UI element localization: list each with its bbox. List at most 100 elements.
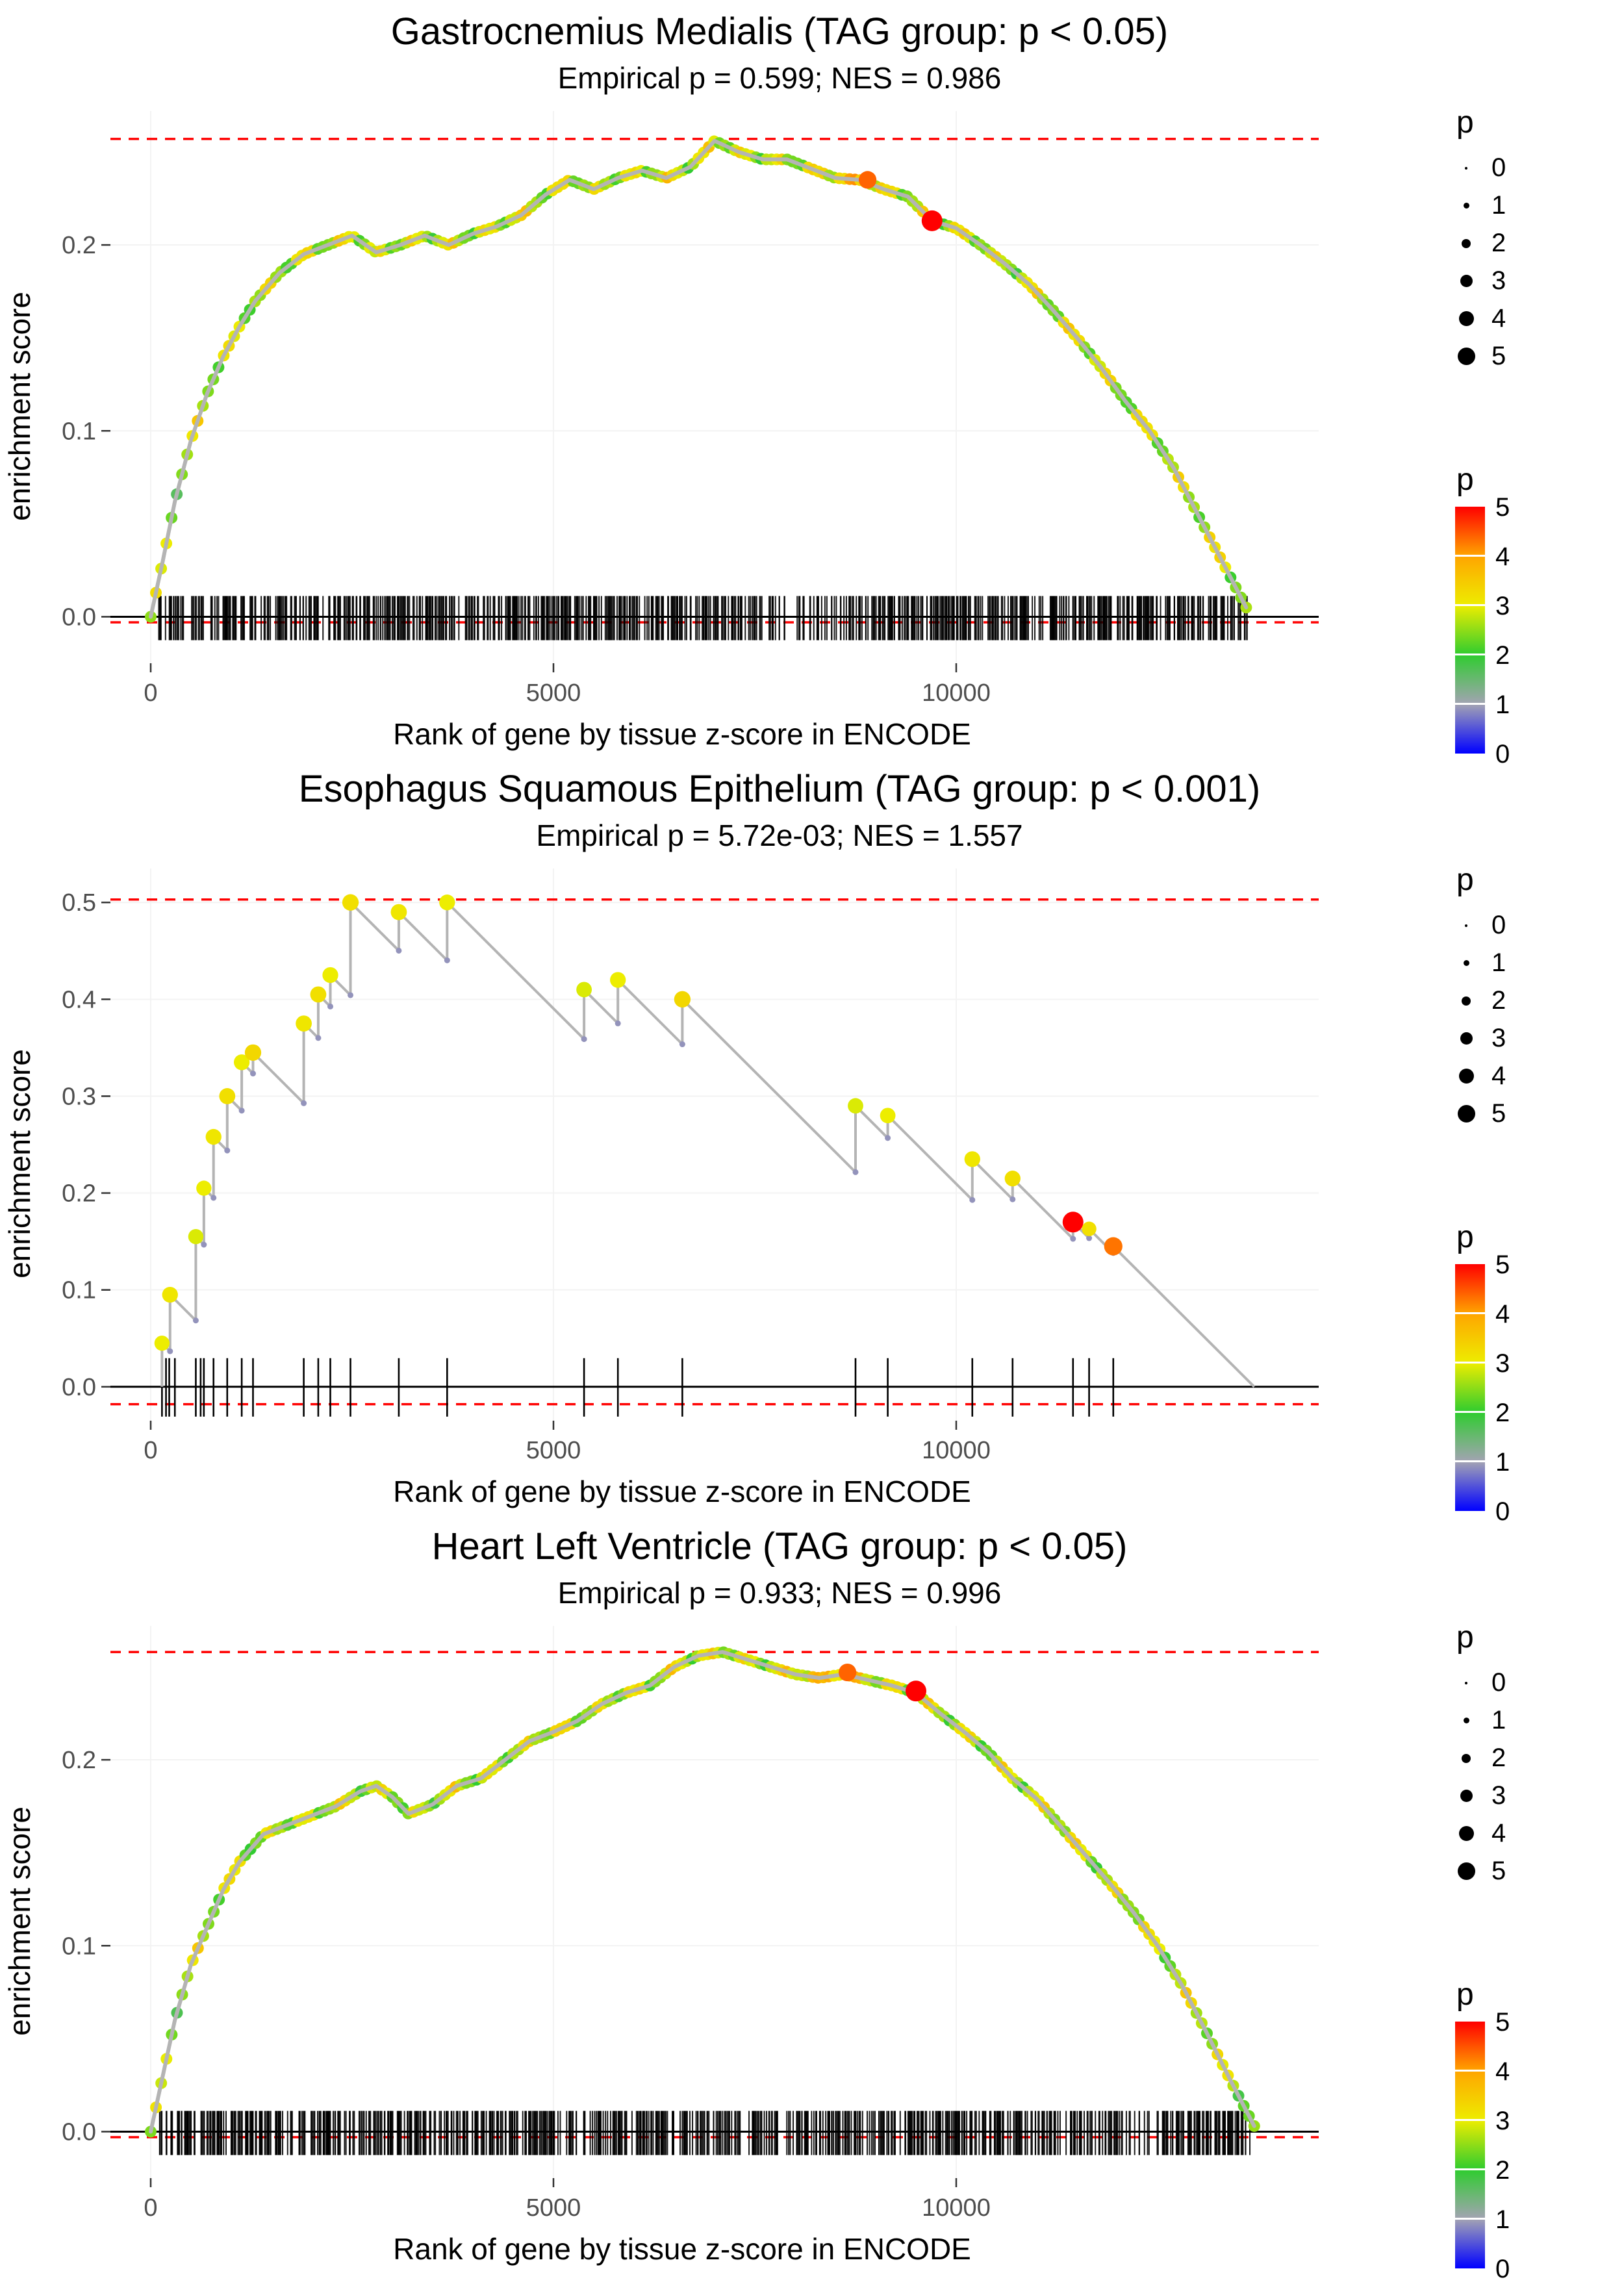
- colorbar-tick: [1455, 2218, 1485, 2220]
- panel-subtitle: Empirical p = 5.72e-03; NES = 1.557: [536, 818, 1023, 852]
- size-legend-item: 4: [1455, 1815, 1506, 1853]
- panel-esophagus-squamous-epithelium: Esophagus Squamous Epithelium (TAG group…: [0, 757, 1624, 1526]
- colorbar-tick: [1455, 703, 1485, 705]
- y-axis-title: enrichment score: [3, 1807, 36, 2037]
- gridlines: [110, 110, 1319, 663]
- svg-text:0.3: 0.3: [62, 1083, 96, 1110]
- svg-text:0.1: 0.1: [62, 1933, 96, 1960]
- svg-text:0.0: 0.0: [62, 603, 96, 631]
- colorbar-tick: [1455, 1362, 1485, 1364]
- svg-text:0.1: 0.1: [62, 1276, 96, 1304]
- dashed-threshold-lines: [110, 137, 1319, 624]
- size-legend-dot-icon: [1463, 203, 1469, 209]
- size-legend-dot-icon: [1462, 996, 1471, 1006]
- size-legend-title: p: [1456, 1619, 1474, 1655]
- size-legend-item: 2: [1455, 982, 1506, 1020]
- size-legend-title: p: [1456, 105, 1474, 140]
- colorbar-label: 5: [1495, 2007, 1510, 2037]
- gene-rug: [158, 596, 1248, 641]
- size-legend-item: 5: [1455, 1853, 1506, 1890]
- colorbar-gradient: [1455, 506, 1485, 754]
- size-legend-title: p: [1456, 862, 1474, 897]
- colorbar-tick: [1455, 2119, 1485, 2122]
- svg-text:0.4: 0.4: [62, 986, 96, 1013]
- dashed-threshold-lines: [110, 898, 1319, 1406]
- x-axis-title: Rank of gene by tissue z-score in ENCODE: [393, 717, 971, 751]
- size-legend-label: 4: [1491, 304, 1506, 333]
- size-legend-label: 2: [1491, 1744, 1506, 1773]
- size-legend-label: 5: [1491, 1857, 1506, 1886]
- colorbar-label: 0: [1495, 739, 1510, 768]
- size-legend-item: 2: [1455, 1740, 1506, 1777]
- enrichment-curve: [145, 1646, 1260, 2138]
- size-legend-dot-icon: [1463, 1718, 1469, 1724]
- panel-gastrocnemius-medialis: Gastrocnemius Medialis (TAG group: p < 0…: [0, 0, 1624, 768]
- colorbar-tick: [1455, 653, 1485, 656]
- svg-text:5000: 5000: [526, 2194, 581, 2222]
- svg-text:5000: 5000: [526, 1437, 581, 1464]
- svg-text:0.2: 0.2: [62, 232, 96, 259]
- colorbar-label: 5: [1495, 1250, 1510, 1279]
- size-legend-item: 3: [1455, 1020, 1506, 1058]
- colorbar-label: 2: [1495, 1398, 1510, 1427]
- size-legend-dot-icon: [1457, 1862, 1475, 1881]
- svg-text:0.0: 0.0: [62, 2118, 96, 2146]
- size-legend-item: 3: [1455, 1777, 1506, 1815]
- size-legend-dot-icon: [1458, 1069, 1474, 1084]
- color-legend-title: p: [1456, 1977, 1474, 2012]
- colorbar-gradient: [1455, 2021, 1485, 2268]
- panel-heart-left-ventricle: Heart Left Ventricle (TAG group: p < 0.0…: [0, 1515, 1624, 2283]
- colorbar-label: 0: [1495, 2254, 1510, 2283]
- colorbar-label: 3: [1495, 591, 1510, 620]
- svg-text:5000: 5000: [526, 679, 581, 707]
- point-size-legend: p 0 1 2 3 4 5: [1455, 105, 1506, 375]
- size-legend-item: 0: [1455, 1664, 1506, 1702]
- colorbar-tick: [1455, 1312, 1485, 1315]
- svg-text:0.2: 0.2: [62, 1180, 96, 1207]
- colorbar-tick: [1455, 1411, 1485, 1414]
- colorbar-tick: [1455, 1460, 1485, 1463]
- svg-text:0.5: 0.5: [62, 889, 96, 917]
- panel-title: Esophagus Squamous Epithelium (TAG group…: [298, 768, 1261, 810]
- svg-text:10000: 10000: [922, 679, 991, 707]
- enrichment-curve: [145, 135, 1252, 623]
- axis-ticks: 0 5000 10000 0.0 0.1 0.2: [62, 1747, 991, 2222]
- enrichment-plot: 0 5000 10000 0.0 0.1 0.2: [62, 1625, 1319, 2222]
- size-legend-item: 1: [1455, 1702, 1506, 1740]
- size-legend-label: 1: [1491, 191, 1506, 220]
- size-legend-label: 3: [1491, 1024, 1506, 1053]
- colorbar-tick: [1455, 555, 1485, 557]
- size-legend-dot-icon: [1465, 166, 1467, 170]
- x-axis-title: Rank of gene by tissue z-score in ENCODE: [393, 2231, 971, 2266]
- size-legend-item: 4: [1455, 300, 1506, 338]
- colorbar-tick: [1455, 604, 1485, 607]
- svg-text:0: 0: [144, 679, 157, 707]
- enrichment-plot: 0 5000 10000 0.0 0.1 0.2 0.3 0.4 0.5: [62, 868, 1319, 1464]
- size-legend-dot-icon: [1462, 1753, 1471, 1763]
- axis-ticks: 0 5000 10000 0.0 0.1 0.2: [62, 232, 991, 707]
- size-legend-dot-icon: [1458, 1826, 1474, 1842]
- size-legend-item: 5: [1455, 338, 1506, 375]
- x-axis-title: Rank of gene by tissue z-score in ENCODE: [393, 1474, 971, 1508]
- highlight-points: [839, 1663, 926, 1701]
- axis-ticks: 0 5000 10000 0.0 0.1 0.2 0.3 0.4 0.5: [62, 889, 991, 1464]
- size-legend-item: 2: [1455, 225, 1506, 262]
- dashed-threshold-lines: [110, 1651, 1319, 2138]
- size-legend-dot-icon: [1457, 348, 1475, 366]
- svg-text:0: 0: [144, 1437, 157, 1464]
- colorbar-label: 2: [1495, 641, 1510, 670]
- colorbar-label: 3: [1495, 2106, 1510, 2135]
- colorbar-label: 4: [1495, 1299, 1510, 1328]
- size-legend-label: 4: [1491, 1061, 1506, 1091]
- size-legend-item: 0: [1455, 149, 1506, 187]
- size-legend-item: 1: [1455, 187, 1506, 225]
- size-legend-label: 3: [1491, 266, 1506, 296]
- colorbar-label: 1: [1495, 2205, 1510, 2234]
- y-axis-title: enrichment score: [3, 292, 36, 522]
- size-legend-label: 0: [1491, 911, 1506, 940]
- colorbar-label: 5: [1495, 492, 1510, 522]
